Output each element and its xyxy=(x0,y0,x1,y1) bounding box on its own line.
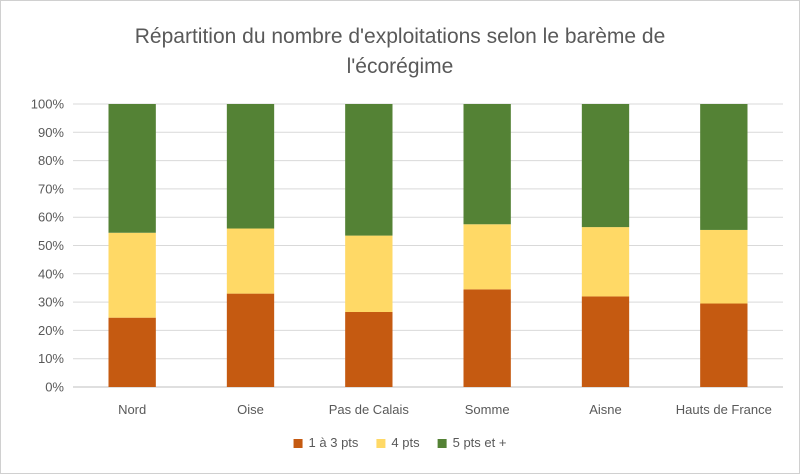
y-tick-label: 20% xyxy=(38,323,64,338)
bar-segment xyxy=(700,229,748,304)
y-tick-label: 0% xyxy=(45,380,64,395)
bar-segment xyxy=(581,104,630,228)
y-axis-tick-labels: 0% 10% 20% 30% 40% 50% 60% 70% 80% 90% 100% xyxy=(31,97,65,395)
legend-item: 1 à 3 pts xyxy=(293,435,359,450)
x-tick-label: Hauts de France xyxy=(676,402,772,417)
y-tick-label: 70% xyxy=(38,181,64,196)
legend-swatch xyxy=(293,439,303,448)
chart-title: Répartition du nombre d'exploitations se… xyxy=(135,25,666,78)
y-tick-label: 40% xyxy=(38,266,64,281)
y-tick-label: 30% xyxy=(38,295,64,310)
bars xyxy=(108,104,748,387)
chart-title-line-2: l'écorégime xyxy=(347,55,454,78)
x-tick-label: Aisne xyxy=(589,402,622,417)
chart-title-line-1: Répartition du nombre d'exploitations se… xyxy=(135,25,666,48)
legend-item: 4 pts xyxy=(376,435,420,450)
bar-segment xyxy=(463,289,511,387)
x-tick-label: Oise xyxy=(237,402,264,417)
legend-label: 1 à 3 pts xyxy=(309,435,359,450)
bar-segment xyxy=(345,312,393,387)
legend-label: 5 pts et + xyxy=(453,435,507,450)
bar-segment xyxy=(108,104,156,233)
x-axis-tick-labels: Nord Oise Pas de Calais Somme Aisne Hauts de … xyxy=(118,402,772,417)
y-tick-label: 50% xyxy=(38,238,64,253)
bar-segment xyxy=(700,303,748,387)
bar-segment xyxy=(108,317,156,387)
bar-segment xyxy=(581,296,630,387)
y-tick-label: 80% xyxy=(38,153,64,168)
bar-segment xyxy=(345,104,393,236)
bar-segment xyxy=(581,227,630,297)
x-tick-label: Somme xyxy=(465,402,510,417)
bar-segment xyxy=(226,104,275,229)
bar-segment xyxy=(226,293,275,387)
y-tick-label: 100% xyxy=(31,97,65,112)
legend: 1 à 3 pts 4 pts 5 pts et + xyxy=(293,435,507,450)
bar-segment xyxy=(226,228,275,294)
bar-segment xyxy=(345,235,393,313)
legend-swatch xyxy=(437,439,447,448)
y-tick-label: 10% xyxy=(38,351,64,366)
y-tick-label: 60% xyxy=(38,210,64,225)
legend-item: 5 pts et + xyxy=(437,435,507,450)
x-tick-label: Pas de Calais xyxy=(329,402,410,417)
bar-segment xyxy=(108,232,156,318)
bar-segment xyxy=(700,104,748,230)
legend-swatch xyxy=(376,439,386,448)
x-tick-label: Nord xyxy=(118,402,146,417)
y-tick-label: 90% xyxy=(38,125,64,140)
gridlines xyxy=(73,103,783,388)
bar-segment xyxy=(463,224,511,290)
legend-label: 4 pts xyxy=(391,435,420,450)
bar-segment xyxy=(463,104,511,225)
